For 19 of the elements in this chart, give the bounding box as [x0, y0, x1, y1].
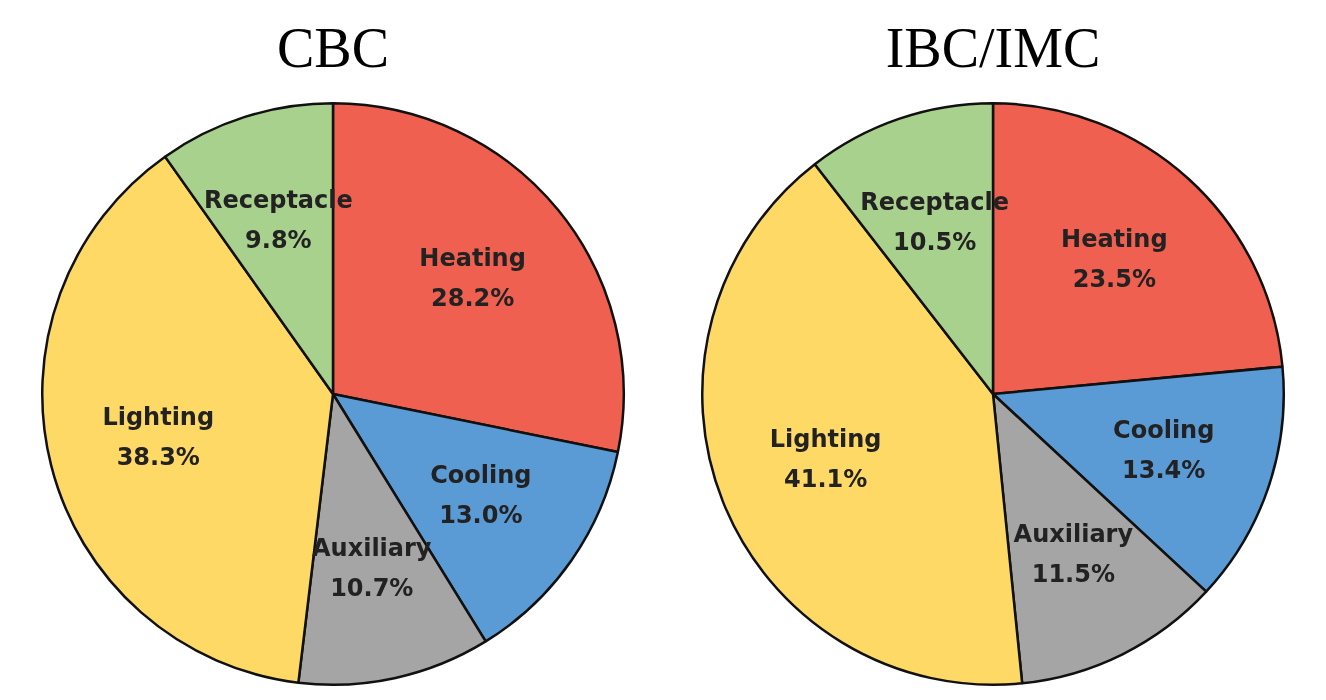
slice-label: Heating: [1061, 224, 1168, 253]
slice-label: Lighting: [769, 425, 882, 454]
data-label: 23.5%: [1072, 264, 1156, 293]
chart-title: IBC/IMC: [885, 16, 1101, 81]
data-label: 38.3%: [116, 442, 200, 471]
slice-label: Cooling: [430, 461, 532, 490]
data-label: 10.5%: [892, 227, 977, 256]
data-label: 11.5%: [1031, 559, 1115, 588]
data-label: 10.7%: [330, 574, 414, 603]
data-label: 28.2%: [430, 284, 515, 313]
slice-label: Cooling: [1113, 416, 1215, 445]
slice-label: Auxiliary: [1013, 519, 1134, 548]
slice-label: Lighting: [102, 402, 215, 431]
slice-label: Heating: [419, 244, 526, 273]
chart-title: CBC: [276, 16, 390, 81]
data-label: 13.0%: [439, 501, 523, 530]
data-label: 41.1%: [783, 465, 868, 494]
data-label: 13.4%: [1122, 456, 1206, 485]
data-label: 9.8%: [245, 226, 312, 255]
